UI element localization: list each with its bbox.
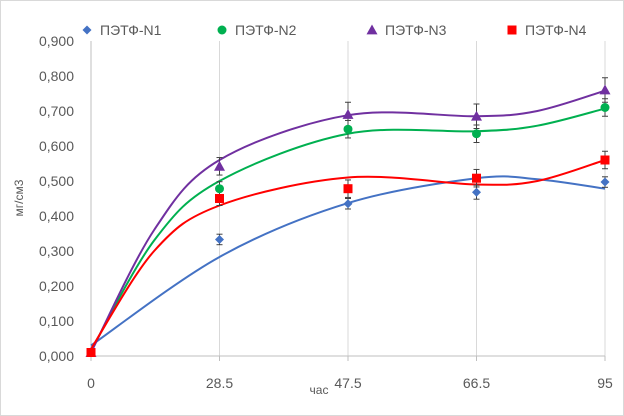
series-2-point <box>600 103 610 112</box>
series-3-point <box>471 110 482 121</box>
axes <box>90 41 606 361</box>
series-1-point <box>472 187 481 197</box>
legend-item-3: ПЭТФ-N3 <box>366 22 447 38</box>
series-3-trendline <box>90 89 606 353</box>
series-2-point <box>343 124 353 134</box>
data-markers <box>85 84 611 357</box>
series-2-trendline <box>90 107 606 352</box>
x-axis-title: час <box>310 383 329 397</box>
legend-label: ПЭТФ-N4 <box>525 22 587 38</box>
series-4-point <box>472 173 481 183</box>
y-tick-label: 0,900 <box>39 33 74 49</box>
y-tick-label: 0,400 <box>39 208 74 224</box>
series-1-point <box>343 199 353 209</box>
series-4-point <box>215 194 224 203</box>
legend-label: ПЭТФ-N3 <box>385 22 447 38</box>
series-4-point <box>343 184 353 194</box>
y-tick-label: 0,000 <box>39 348 74 364</box>
series-1-point <box>215 234 224 244</box>
series-2-point <box>472 129 481 139</box>
tick-labels: 0,000 0,100 0,200 0,300 0,400 0,500 0,600 0,700… <box>39 33 613 391</box>
y-tick-label: 0,600 <box>39 138 74 154</box>
y-tick-label: 0,300 <box>39 243 74 259</box>
y-tick-label: 0,700 <box>39 103 74 119</box>
series-4-trendline <box>90 159 606 350</box>
y-tick-label: 0,500 <box>39 173 74 189</box>
legend-item-1: ПЭТФ-N1 <box>82 22 162 38</box>
grid-lines <box>219 41 606 356</box>
series-3-point <box>599 84 611 95</box>
x-tick-label: 66.5 <box>463 375 490 391</box>
series-1-point <box>600 177 610 187</box>
series-3-point <box>342 109 354 119</box>
series-4-point <box>86 348 96 357</box>
legend-marker <box>507 25 517 35</box>
legend-item-4: ПЭТФ-N4 <box>507 22 587 38</box>
legend-item-2: ПЭТФ-N2 <box>217 22 297 38</box>
y-tick-label: 0,200 <box>39 278 74 294</box>
legend-marker <box>82 25 92 35</box>
legend-marker <box>217 25 227 35</box>
legend-marker <box>366 24 378 35</box>
legend-label: ПЭТФ-N1 <box>100 22 162 38</box>
series-3-point <box>214 160 225 171</box>
y-tick-label: 0,100 <box>39 313 74 329</box>
series-2-point <box>215 184 224 194</box>
series-1-trendline <box>90 175 606 347</box>
y-tick-label: 0,800 <box>39 68 74 84</box>
series-4-point <box>600 155 610 165</box>
legend-label: ПЭТФ-N2 <box>235 22 297 38</box>
legend: ПЭТФ-N1 ПЭТФ-N2 ПЭТФ-N3 ПЭТФ-N4 <box>82 22 587 38</box>
x-tick-label: 95 <box>597 375 613 391</box>
x-tick-label: 28.5 <box>206 375 233 391</box>
trend-lines <box>90 89 606 353</box>
y-axis-title: мг/см3 <box>12 179 26 216</box>
x-tick-label: 47.5 <box>334 375 361 391</box>
x-tick-label: 0 <box>87 375 95 391</box>
